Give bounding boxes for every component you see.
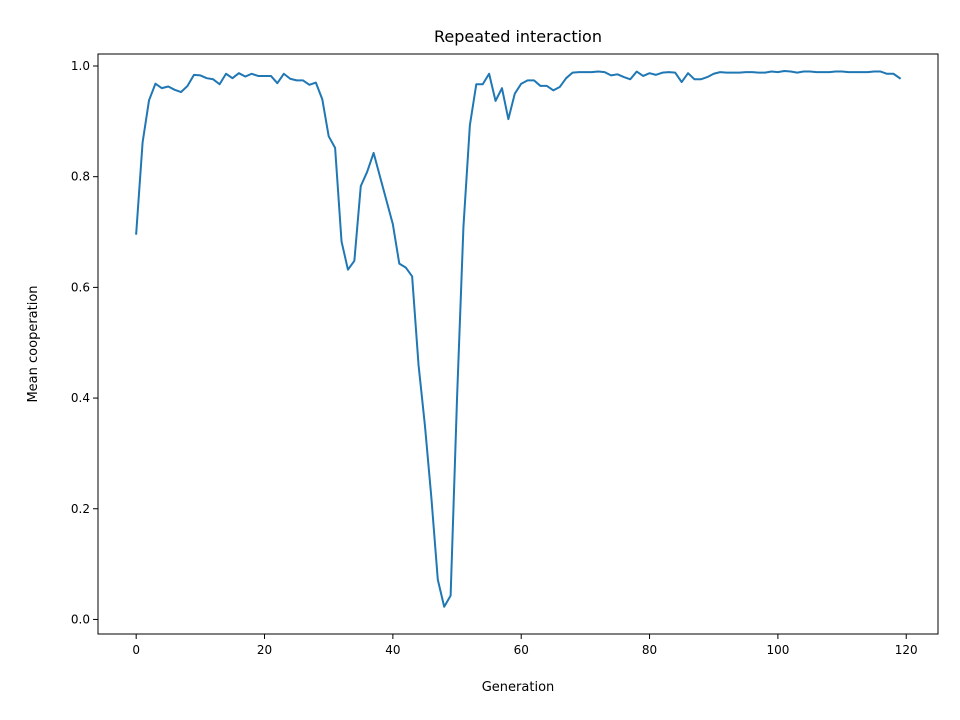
x-tick-label: 80 bbox=[642, 643, 657, 657]
y-tick-label: 0.0 bbox=[71, 612, 90, 626]
y-axis-label: Mean cooperation bbox=[26, 285, 41, 402]
x-tick-label: 100 bbox=[766, 643, 789, 657]
y-tick-label: 1.0 bbox=[71, 59, 90, 73]
plot-area bbox=[98, 54, 938, 634]
chart-title: Repeated interaction bbox=[434, 27, 602, 46]
x-tick-label: 60 bbox=[514, 643, 529, 657]
x-tick-label: 0 bbox=[132, 643, 140, 657]
y-tick-label: 0.2 bbox=[71, 502, 90, 516]
y-tick-label: 0.4 bbox=[71, 391, 90, 405]
x-tick-label: 120 bbox=[895, 643, 918, 657]
y-tick-label: 0.6 bbox=[71, 280, 90, 294]
y-tick-label: 0.8 bbox=[71, 170, 90, 184]
x-axis-label: Generation bbox=[482, 680, 555, 695]
x-tick-label: 20 bbox=[257, 643, 272, 657]
axis-ticks: 0 20 40 60 80 100 120 0.0 0.2 0.4 0.6 0.8 1.0 bbox=[71, 59, 918, 657]
plot-frame bbox=[97, 53, 939, 635]
x-tick-label: 40 bbox=[385, 643, 400, 657]
series-line bbox=[135, 69, 902, 608]
